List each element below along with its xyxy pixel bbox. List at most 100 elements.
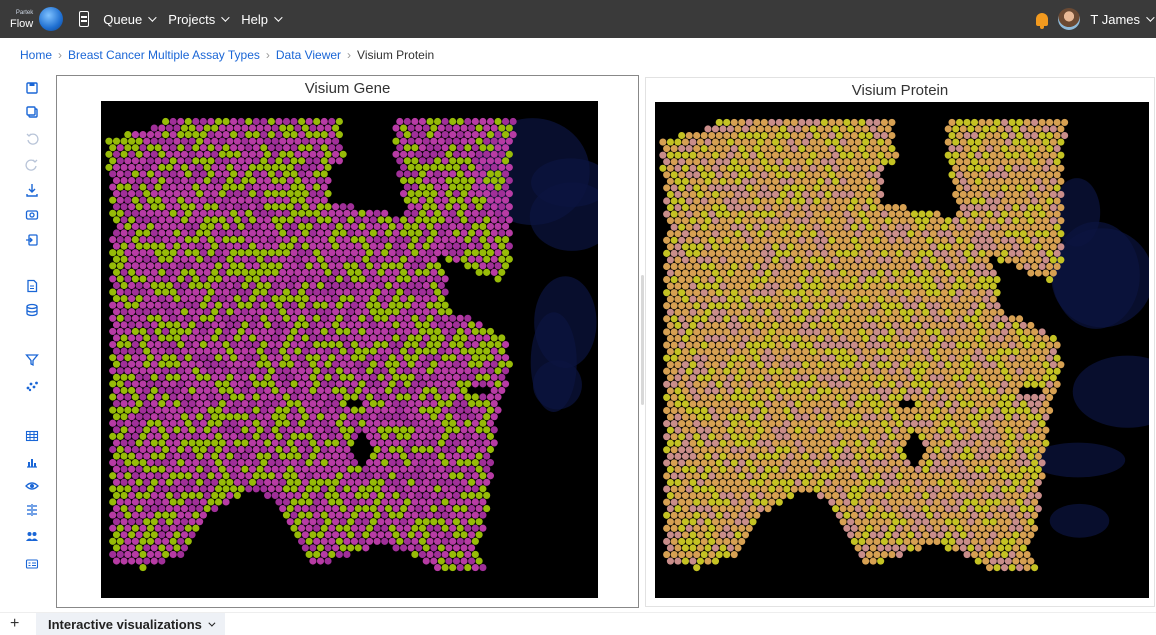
spatial-spot	[918, 236, 926, 244]
spatial-spot	[749, 282, 757, 290]
spatial-spot	[177, 393, 185, 401]
spatial-spot	[850, 145, 858, 153]
spatial-spot	[869, 282, 877, 290]
spatial-spot	[730, 262, 738, 271]
spatial-spot	[264, 124, 272, 132]
spatial-spot	[483, 347, 491, 355]
spatial-spot	[505, 360, 513, 368]
spatial-spot	[832, 138, 840, 146]
table-icon[interactable]	[22, 426, 42, 446]
spatial-spot	[422, 426, 430, 434]
view-icon[interactable]	[22, 476, 42, 496]
spatial-spot	[313, 524, 321, 532]
spatial-spot-map[interactable]	[101, 101, 598, 598]
spatial-spot	[730, 145, 738, 153]
nav-projects[interactable]: Projects	[168, 12, 230, 27]
spatial-spot	[955, 197, 964, 205]
avatar[interactable]	[1058, 8, 1081, 30]
spatial-spot	[832, 190, 840, 199]
spatial-spot	[1019, 243, 1027, 251]
spatial-spot	[339, 268, 347, 276]
app-logo[interactable]: Partek Flow	[10, 7, 64, 31]
spatial-spot	[286, 295, 294, 303]
spatial-spot	[358, 262, 366, 270]
spatial-spot	[922, 295, 930, 303]
spatial-spot	[294, 439, 302, 447]
spatial-spot	[467, 544, 476, 552]
spatial-spot	[286, 255, 294, 263]
bar-chart-icon[interactable]	[22, 452, 42, 472]
filter-icon[interactable]	[22, 350, 42, 370]
spatial-spot	[1023, 131, 1031, 140]
spatial-spot	[399, 216, 408, 224]
spatial-spot	[877, 295, 885, 303]
spatial-spot	[835, 289, 843, 297]
user-menu[interactable]: T James	[1090, 12, 1155, 27]
spatial-spot	[1034, 348, 1042, 356]
spatial-spot	[192, 498, 200, 506]
spatial-spot	[471, 550, 479, 559]
spatial-spot	[146, 262, 155, 270]
split-icon[interactable]	[22, 500, 42, 520]
spatial-spot	[324, 491, 332, 499]
camera-icon[interactable]	[22, 204, 42, 224]
spatial-spot	[146, 419, 155, 427]
spatial-spot-map[interactable]	[655, 102, 1149, 598]
import-icon[interactable]	[22, 230, 42, 250]
spatial-plot-protein[interactable]	[655, 102, 1149, 598]
spatial-spot	[948, 315, 956, 323]
spatial-spot	[373, 301, 381, 309]
spatial-spot	[128, 150, 136, 158]
spatial-plot-gene[interactable]	[101, 101, 598, 598]
spatial-spot	[332, 242, 340, 250]
spatial-spot	[282, 144, 291, 152]
spatial-spot	[388, 432, 396, 440]
spatial-spot	[286, 478, 294, 486]
spatial-spot	[350, 288, 359, 296]
spatial-spot	[316, 321, 325, 329]
spatial-spot	[422, 295, 430, 303]
spatial-spot	[843, 341, 851, 349]
visium-protein-panel[interactable]: Visium Protein	[645, 77, 1155, 607]
spatial-spot	[286, 229, 294, 237]
document-icon[interactable]	[22, 276, 42, 296]
group-icon[interactable]	[22, 526, 42, 546]
spatial-spot	[790, 341, 798, 349]
save-icon[interactable]	[22, 78, 42, 98]
nav-help[interactable]: Help	[241, 12, 283, 27]
spatial-spot	[1031, 262, 1039, 271]
nav-queue[interactable]: Queue	[103, 12, 157, 27]
spatial-spot	[128, 176, 136, 185]
spatial-spot	[169, 498, 177, 506]
redo-icon[interactable]	[22, 154, 42, 174]
spatial-spot	[131, 524, 139, 532]
breadcrumb-project[interactable]: Breast Cancer Multiple Assay Types	[68, 48, 260, 62]
breadcrumb-data-viewer[interactable]: Data Viewer	[275, 48, 342, 62]
download-icon[interactable]	[22, 180, 42, 200]
spatial-spot	[226, 281, 234, 290]
scatter-icon[interactable]	[22, 376, 42, 396]
server-icon[interactable]	[79, 11, 90, 27]
spatial-spot	[218, 163, 226, 171]
spatial-spot	[498, 176, 506, 185]
database-icon[interactable]	[22, 300, 42, 320]
spatial-spot	[362, 268, 370, 276]
copy-icon[interactable]	[22, 102, 42, 122]
spatial-spot	[779, 348, 787, 356]
notification-bell-icon[interactable]	[1036, 12, 1049, 29]
spatial-spot	[320, 196, 328, 204]
legend-icon[interactable]	[22, 554, 42, 574]
spatial-spot	[764, 256, 772, 264]
spatial-spot	[719, 164, 727, 172]
breadcrumb-home[interactable]: Home	[20, 48, 53, 62]
spatial-spot	[711, 348, 720, 356]
spatial-spot	[437, 334, 445, 342]
panel-splitter[interactable]	[641, 275, 644, 405]
spatial-spot	[282, 393, 291, 401]
spatial-spot	[316, 531, 325, 539]
visium-gene-panel[interactable]: Visium Gene	[56, 75, 639, 608]
undo-icon[interactable]	[22, 128, 42, 148]
spatial-spot	[888, 118, 896, 127]
spatial-spot	[741, 125, 750, 133]
spatial-spot	[415, 439, 423, 447]
